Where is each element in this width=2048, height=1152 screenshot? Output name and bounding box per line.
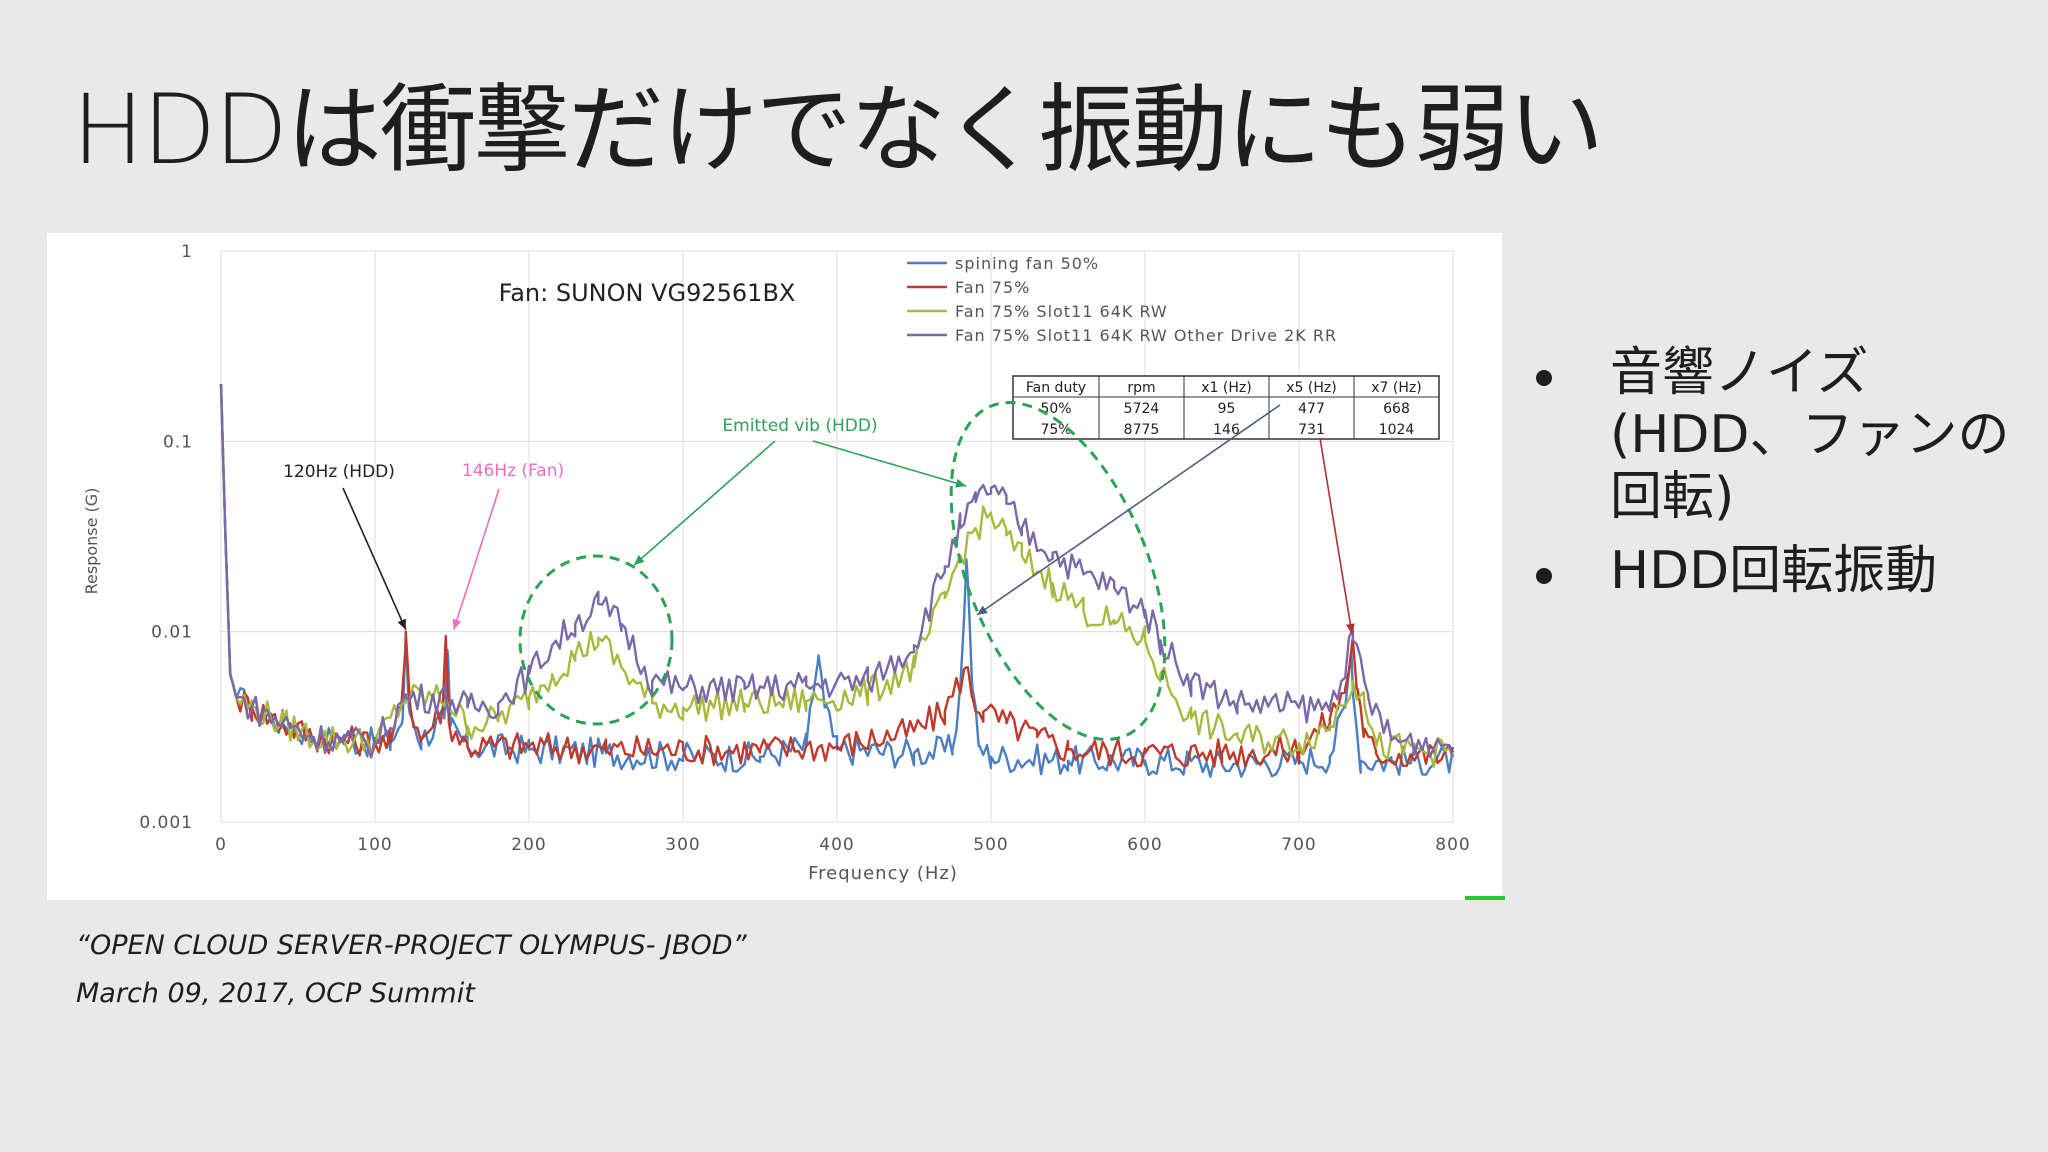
green-accent-line xyxy=(1465,896,1505,900)
bullet-item: HDD回転振動 xyxy=(1530,540,2040,602)
citation: “OPEN CLOUD SERVER-PROJECT OLYMPUS- JBOD… xyxy=(76,922,747,1018)
x-tick-label: 100 xyxy=(357,835,392,855)
y-tick-labels: 1 0.1 0.01 0.001 xyxy=(139,242,193,833)
annotation-120hz: 120Hz (HDD) xyxy=(283,462,395,482)
table-cell: 75% xyxy=(1040,422,1071,438)
annotation-arrow-emitted-right xyxy=(812,440,967,487)
annotation-arrow-120hz xyxy=(342,487,407,630)
slide-title: HDDは衝撃だけでなく振動にも弱い xyxy=(72,74,1604,186)
emitted-vib-ellipse-left xyxy=(518,554,674,726)
x-tick-label: 300 xyxy=(665,835,700,855)
series-line xyxy=(219,383,1455,759)
annotation-arrow-emitted-left-head xyxy=(634,554,645,565)
table-cell: 731 xyxy=(1298,422,1325,438)
legend-label: Fan 75% xyxy=(955,278,1030,297)
fan-spec-table: Fan duty rpm x1 (Hz) x5 (Hz) x7 (Hz) 50% 5724 9… xyxy=(1012,375,1440,440)
x-tick-label: 500 xyxy=(973,835,1008,855)
series-lines xyxy=(219,383,1455,778)
table-header-cell: x5 (Hz) xyxy=(1286,380,1336,396)
table-header-cell: x7 (Hz) xyxy=(1371,380,1421,396)
annotation-arrow-146hz xyxy=(453,488,500,630)
x-axis-label: Frequency (Hz) xyxy=(808,863,958,884)
chart-annotations: 120Hz (HDD) 146Hz (Fan) Emitted vib (HDD) xyxy=(283,401,1355,741)
table-header-cell: x1 (Hz) xyxy=(1201,380,1251,396)
annotation-arrow-emitted-right-head xyxy=(955,478,966,488)
table-cell: 1024 xyxy=(1379,422,1415,438)
citation-title: “OPEN CLOUD SERVER-PROJECT OLYMPUS- JBOD… xyxy=(76,930,747,961)
table-arrow-x5-50-head xyxy=(977,605,988,615)
table-cell: 477 xyxy=(1298,401,1325,417)
bullet-list: 音響ノイズ(HDD、ファンの回転) HDD回転振動 xyxy=(1530,342,2040,614)
y-tick-label: 1 xyxy=(181,242,193,262)
table-cell: 668 xyxy=(1383,401,1410,417)
annotation-146hz: 146Hz (Fan) xyxy=(462,461,564,481)
annotation-emitted-vib: Emitted vib (HDD) xyxy=(722,416,877,436)
bullet-dot-icon xyxy=(1536,568,1552,584)
bullet-text: HDD回転振動 xyxy=(1610,541,1938,601)
y-tick-label: 0.01 xyxy=(151,623,193,643)
legend-label: spining fan 50% xyxy=(955,254,1099,273)
table-arrow-x5-50 xyxy=(976,404,1281,616)
y-tick-label: 0.1 xyxy=(163,432,193,452)
table-cell: 95 xyxy=(1218,401,1236,417)
table-cell: 146 xyxy=(1213,422,1240,438)
x-tick-label: 200 xyxy=(511,835,546,855)
table-arrow-x5-75 xyxy=(1319,437,1353,635)
bullet-text: 音響ノイズ(HDD、ファンの回転) xyxy=(1610,343,2010,527)
chart-legend: spining fan 50% Fan 75% Fan 75% Slot11 64K… xyxy=(907,254,1337,345)
table-header-cell: Fan duty xyxy=(1026,380,1086,396)
citation-date: March 09, 2017, OCP Summit xyxy=(76,978,475,1009)
series-line xyxy=(219,383,1455,768)
y-tick-label: 0.001 xyxy=(139,813,193,833)
y-axis-label: Response (G) xyxy=(82,488,101,595)
bullet-dot-icon xyxy=(1536,370,1552,386)
bullet-item: 音響ノイズ(HDD、ファンの回転) xyxy=(1530,342,2040,528)
x-tick-label: 700 xyxy=(1281,835,1316,855)
x-tick-label: 0 xyxy=(215,835,227,855)
table-arrow-x5-75-head xyxy=(1345,623,1355,634)
frequency-response-chart: 0 100 200 300 400 500 600 700 800 10.10.010.001 … xyxy=(82,242,1470,884)
chart-panel: 0 100 200 300 400 500 600 700 800 1 0.1 0.01 0.001 … xyxy=(47,233,1502,900)
table-header-cell: rpm xyxy=(1127,380,1155,396)
chart-title: Fan: SUNON VG92561BX xyxy=(499,279,796,307)
legend-label: Fan 75% Slot11 64K RW Other Drive 2K RR xyxy=(955,326,1337,345)
legend-label: Fan 75% Slot11 64K RW xyxy=(955,302,1168,321)
table-cell: 5724 xyxy=(1124,401,1160,417)
emitted-vib-ellipse-right xyxy=(949,401,1167,741)
table-border xyxy=(1012,375,1440,440)
x-tick-labels: 0 100 200 300 400 500 600 700 800 xyxy=(215,835,1470,855)
x-tick-label: 400 xyxy=(819,835,854,855)
annotation-arrow-emitted-left xyxy=(633,440,776,566)
x-tick-label: 800 xyxy=(1435,835,1470,855)
annotation-arrow-120hz-head xyxy=(397,618,406,630)
table-cell: 50% xyxy=(1040,401,1071,417)
chart-grid xyxy=(220,250,1454,823)
table-cell: 8775 xyxy=(1124,422,1160,438)
annotation-arrow-146hz-head xyxy=(452,618,462,630)
x-tick-label: 600 xyxy=(1127,835,1162,855)
